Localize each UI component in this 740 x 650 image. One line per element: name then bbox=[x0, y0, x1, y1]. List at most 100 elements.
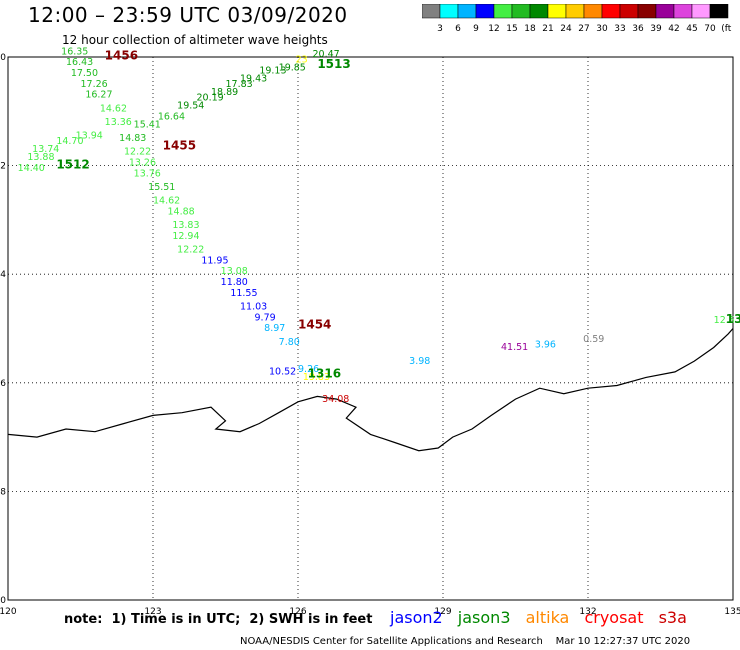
legend-label: 21 bbox=[542, 24, 553, 34]
lon-tick-label: 120 bbox=[0, 607, 17, 617]
legend-label: 45 bbox=[686, 24, 697, 34]
pass-time-label: 13 bbox=[726, 312, 740, 326]
lon-tick-label: 123 bbox=[144, 607, 161, 617]
swh-observation: 19.43 bbox=[240, 73, 267, 84]
swh-observation: 13.88 bbox=[27, 152, 54, 163]
swh-observation: 3.98 bbox=[409, 356, 430, 367]
pass-time-label: 1454 bbox=[298, 318, 331, 332]
lon-tick-label: 132 bbox=[579, 607, 596, 617]
lon-tick-label: 135 bbox=[724, 607, 740, 617]
swh-observation: 15.51 bbox=[148, 182, 175, 193]
swh-observation: 34.08 bbox=[322, 394, 349, 405]
legend-label: 15 bbox=[506, 24, 517, 34]
legend-label: 3 bbox=[437, 24, 443, 34]
swh-observation: 19.54 bbox=[177, 101, 204, 112]
swh-observation: 0.59 bbox=[583, 334, 604, 345]
swh-observation: 14.70 bbox=[56, 136, 83, 147]
satellite-altika: altika bbox=[525, 608, 570, 627]
legend-label: 9 bbox=[473, 24, 479, 34]
swh-observation: 9.79 bbox=[255, 312, 276, 323]
map-frame bbox=[7, 56, 734, 601]
lon-tick-label: 126 bbox=[289, 607, 306, 617]
swh-observation: 15.41 bbox=[134, 120, 161, 131]
swh-observation: 11.95 bbox=[201, 255, 228, 266]
swh-observation: 16.64 bbox=[158, 111, 185, 122]
swh-observation: 9.26 bbox=[298, 364, 319, 375]
swh-observation: 17.26 bbox=[81, 79, 108, 90]
swh-observation: 11.03 bbox=[240, 301, 267, 312]
legend-swatch bbox=[709, 4, 729, 19]
swh-observation: 13.94 bbox=[76, 130, 103, 141]
footnote: note: 1) Time is in UTC; 2) SWH is in fe… bbox=[64, 612, 373, 627]
legend-label: 6 bbox=[455, 24, 461, 34]
swh-observation: 10.52 bbox=[269, 367, 296, 378]
swh-observation: 14.62 bbox=[153, 196, 180, 207]
swh-observation: 13.83 bbox=[172, 220, 199, 231]
credit-line: NOAA/NESDIS Center for Satellite Applica… bbox=[240, 636, 691, 647]
lat-tick-label: -70 bbox=[0, 596, 6, 606]
swh-observation: 17.83 bbox=[226, 79, 253, 90]
swh-observation: 16.27 bbox=[85, 90, 112, 101]
swh-observation: 7.80 bbox=[279, 337, 300, 348]
legend-label: (ft) bbox=[721, 24, 732, 34]
legend-label: 33 bbox=[614, 24, 625, 34]
legend-label: 12 bbox=[488, 24, 499, 34]
map-title: 12:00 – 23:59 UTC 03/09/2020 bbox=[28, 3, 348, 27]
satellite-cryosat: cryosat bbox=[584, 608, 644, 627]
swh-observation: 16.35 bbox=[61, 46, 88, 57]
swh-observation: 16.43 bbox=[66, 57, 93, 68]
legend-label: 24 bbox=[560, 24, 572, 34]
swh-observation: 14.62 bbox=[100, 103, 127, 114]
swh-observation: 17.50 bbox=[71, 68, 98, 79]
swh-observation: 13.26 bbox=[129, 158, 156, 169]
swh-observation: 14.88 bbox=[168, 206, 195, 217]
swh-observation: 12.5 bbox=[714, 315, 735, 326]
pass-time-label: 1513 bbox=[317, 57, 350, 71]
pass-time-label: 1316 bbox=[308, 366, 341, 380]
pass-time-label: 1512 bbox=[56, 157, 89, 171]
pass-time-label: 1455 bbox=[163, 138, 196, 152]
swh-observation: 19.85 bbox=[279, 63, 306, 74]
swh-observation: 8.97 bbox=[264, 323, 285, 334]
swh-observation: 11.55 bbox=[230, 288, 257, 299]
legend-label: 36 bbox=[632, 24, 644, 34]
swh-observation: 19.83 bbox=[303, 372, 330, 383]
swh-observation: 20.19 bbox=[197, 92, 224, 103]
lon-tick-label: 129 bbox=[434, 607, 451, 617]
legend-label: 39 bbox=[650, 24, 662, 34]
swh-observation: 13.36 bbox=[105, 117, 132, 128]
swh-observation: 11.80 bbox=[221, 277, 248, 288]
swh-observation: 14.83 bbox=[119, 133, 146, 144]
coastline bbox=[7, 328, 734, 452]
swh-observation: 12.94 bbox=[172, 231, 199, 242]
swh-observation: 18.89 bbox=[211, 87, 238, 98]
legend-label: 42 bbox=[668, 24, 679, 34]
swh-observation: 41.51 bbox=[501, 342, 528, 353]
satellite-jason2: jason2 bbox=[390, 608, 443, 627]
lat-tick-label: -64 bbox=[0, 270, 6, 280]
swh-observation: 23 bbox=[296, 54, 308, 65]
swh-observation: 13.74 bbox=[32, 144, 59, 155]
satellite-jason3: jason3 bbox=[457, 608, 511, 627]
pass-time-label: 1456 bbox=[105, 49, 138, 63]
lat-tick-label: -62 bbox=[0, 162, 6, 172]
swh-observation: 13.08 bbox=[221, 266, 248, 277]
swh-observation: 19.13 bbox=[259, 65, 286, 76]
map-subtitle: 12 hour collection of altimeter wave hei… bbox=[62, 33, 328, 47]
legend-label: 27 bbox=[578, 24, 589, 34]
legend-label: 18 bbox=[524, 24, 536, 34]
lat-tick-label: -66 bbox=[0, 379, 6, 389]
legend-label: 70 bbox=[704, 24, 716, 34]
swh-observation: 12.22 bbox=[177, 244, 204, 255]
lat-tick-label: -60 bbox=[0, 53, 6, 63]
satellite-legend: jason2 jason3 altika cryosat s3a bbox=[390, 608, 697, 627]
satellite-s3a: s3a bbox=[658, 608, 687, 627]
legend-label: 30 bbox=[596, 24, 608, 34]
lat-tick-label: -68 bbox=[0, 487, 6, 497]
swh-observation: 20.47 bbox=[313, 49, 340, 60]
swh-observation: 3.96 bbox=[535, 340, 556, 351]
swh-observation: 14.40 bbox=[18, 163, 45, 174]
swh-observation: 13.76 bbox=[134, 168, 161, 179]
